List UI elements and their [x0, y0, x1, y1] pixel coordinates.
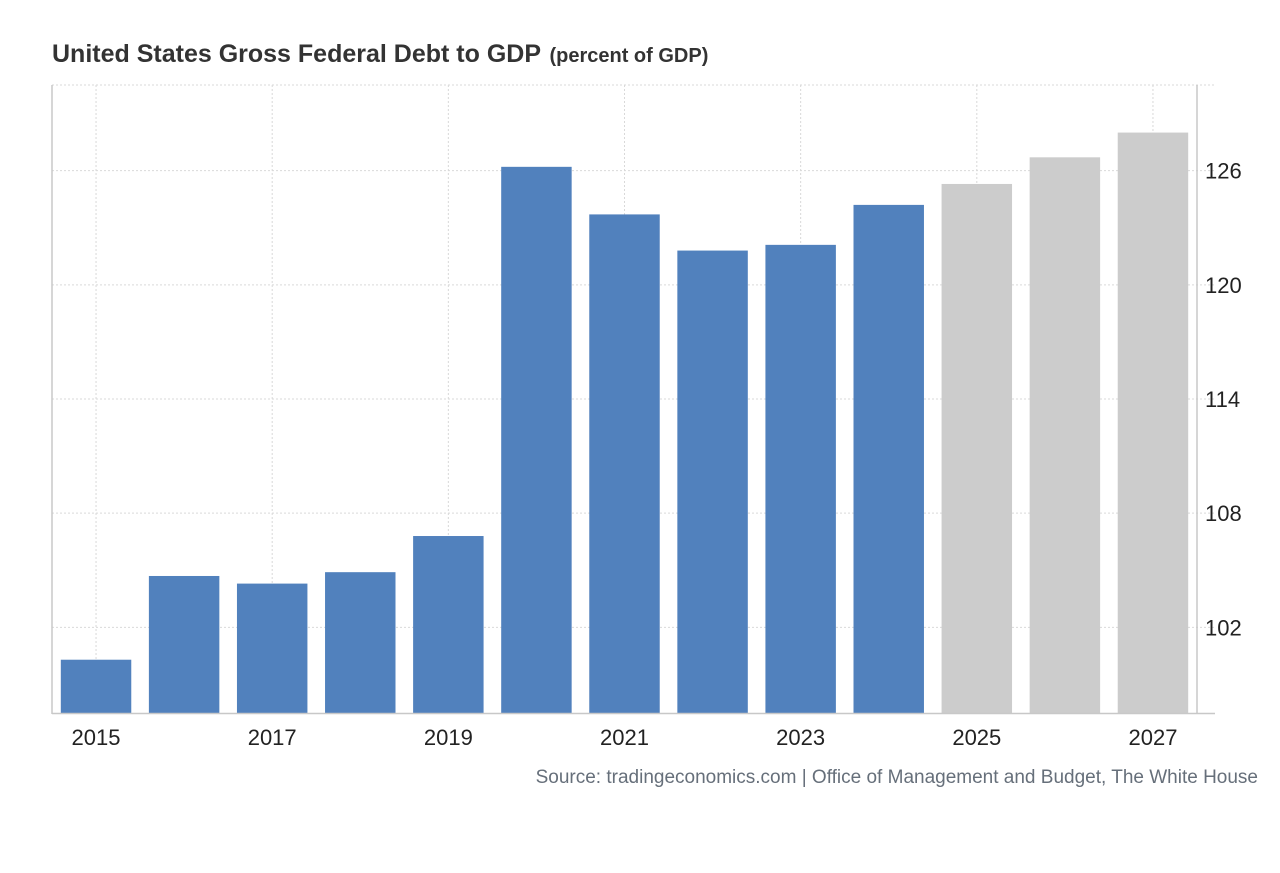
- bar-2016: [148, 575, 220, 713]
- bars: [60, 132, 1189, 714]
- y-tick-label: 102: [1205, 615, 1242, 640]
- y-tick-label: 120: [1205, 273, 1242, 298]
- bar-2020: [501, 166, 572, 713]
- x-tick-label: 2021: [600, 725, 649, 750]
- x-tick-label: 2025: [952, 725, 1001, 750]
- x-tick-label: 2023: [776, 725, 825, 750]
- y-tick-label: 126: [1205, 159, 1242, 184]
- axes: [51, 85, 1215, 715]
- y-tick-label: 108: [1205, 501, 1242, 526]
- y-tick-label: 114: [1205, 387, 1240, 412]
- x-tick-label: 2019: [424, 725, 473, 750]
- chart-title: United States Gross Federal Debt to GDP …: [52, 40, 708, 69]
- source-note: Source: tradingeconomics.com | Office of…: [535, 767, 1258, 788]
- forecast-bar-2026: [1029, 157, 1101, 713]
- bar-2022: [677, 250, 748, 713]
- x-tick-label: 2015: [72, 725, 121, 750]
- bar-2023: [765, 244, 836, 713]
- tick-labels: 102 108 114 120 126 2015 2017 2019 2021 2023 2025 2…: [72, 159, 1242, 750]
- chart-title-main: United States Gross Federal Debt to GDP: [52, 40, 541, 68]
- bar-2024: [853, 204, 924, 713]
- x-tick-label: 2027: [1128, 725, 1177, 750]
- chart-subtitle: (percent of GDP): [549, 45, 709, 67]
- bar-2021: [589, 214, 660, 713]
- x-tick-label: 2017: [248, 725, 297, 750]
- forecast-bar-2027: [1117, 132, 1189, 714]
- bar-2017: [236, 583, 308, 713]
- forecast-bar-2025: [941, 183, 1013, 713]
- bar-2018: [325, 572, 396, 713]
- bar-2019: [413, 536, 484, 713]
- bar-2015: [60, 659, 132, 713]
